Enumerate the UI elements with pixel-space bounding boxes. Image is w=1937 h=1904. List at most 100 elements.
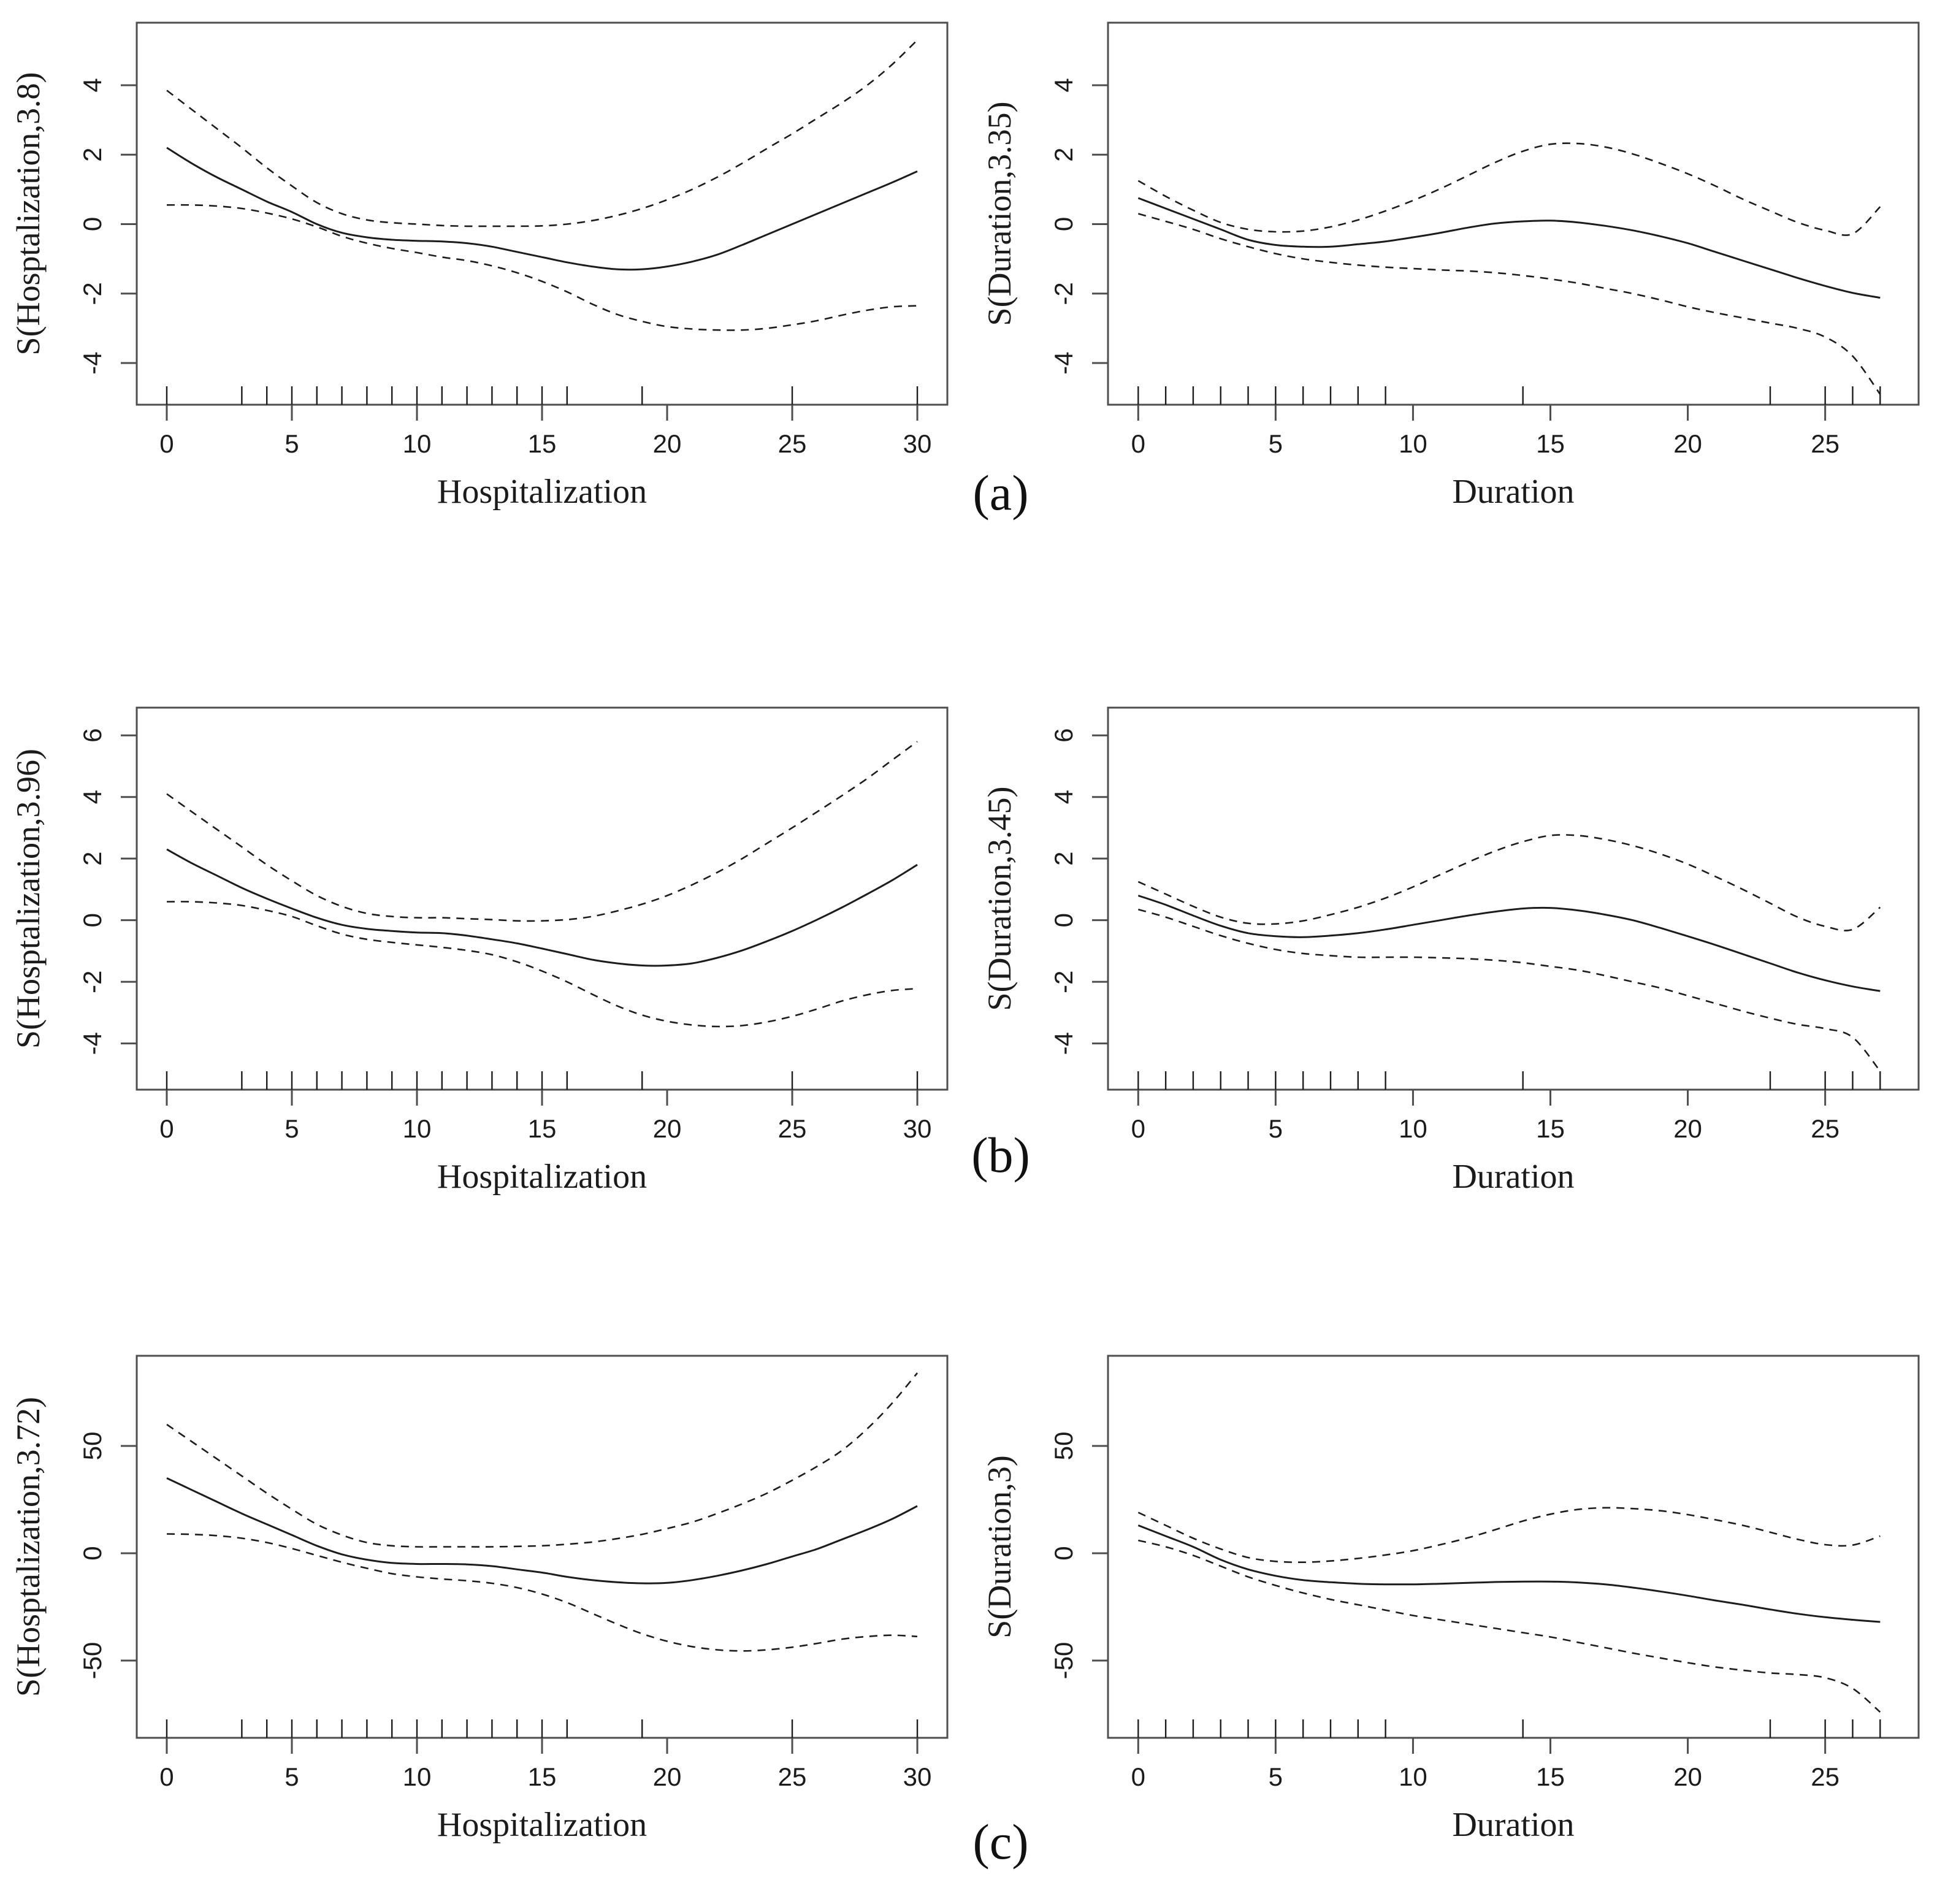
y-axis-tick-label: -4 bbox=[1049, 351, 1078, 374]
y-axis-tick-label: 50 bbox=[1049, 1432, 1078, 1461]
y-axis-tick-label: 4 bbox=[1049, 78, 1078, 92]
y-axis-tick-label: 50 bbox=[78, 1432, 107, 1461]
x-axis-tick-label: 15 bbox=[1536, 1762, 1565, 1791]
x-axis-tick-label: 15 bbox=[528, 429, 557, 458]
x-axis-tick-label: 10 bbox=[1399, 1762, 1427, 1791]
x-axis-tick-label: 5 bbox=[1269, 1114, 1283, 1143]
x-axis-tick-label: 25 bbox=[1811, 1114, 1840, 1143]
smooth-fit-line bbox=[166, 1477, 918, 1585]
upper-confidence-line bbox=[166, 39, 918, 227]
x-axis-tick-label: 20 bbox=[653, 1114, 682, 1143]
y-axis-tick-label: 4 bbox=[78, 78, 107, 92]
x-axis-title: Hospitalization bbox=[437, 1806, 647, 1844]
upper-confidence-line bbox=[1137, 834, 1881, 931]
y-axis-label: S(Hosptalization,3.72) bbox=[10, 1397, 47, 1697]
y-axis-label: S(Duration,3) bbox=[981, 1455, 1018, 1638]
lower-confidence-line bbox=[166, 1533, 918, 1652]
smooth-fit-line bbox=[166, 848, 918, 967]
x-axis-title: Hospitalization bbox=[437, 1158, 647, 1196]
figure-row-c: 0 5 10 15 20 25 30 -50 0 50 S(Hosptalization,3.72)… bbox=[0, 1340, 1937, 1870]
y-axis-tick-label: -4 bbox=[78, 1032, 107, 1055]
x-axis-tick-label: 5 bbox=[285, 1762, 299, 1791]
row-label-b: (b) bbox=[971, 1127, 1030, 1183]
lower-confidence-line bbox=[1137, 213, 1881, 395]
plot-box bbox=[1107, 21, 1920, 406]
gam-smooth-figure: 0 5 10 15 20 25 30 -4 -2 0 2 4 S(Hosptalization,3.8)… bbox=[0, 7, 1937, 1904]
x-axis-tick-label: 0 bbox=[1131, 1114, 1145, 1143]
y-axis-tick-label: -2 bbox=[1049, 970, 1078, 993]
x-axis-tick-label: 20 bbox=[653, 1762, 682, 1791]
panel-a-left: 0 5 10 15 20 25 30 -4 -2 0 2 4 S(Hosptalization,3.8)… bbox=[5, 7, 961, 526]
panel-b-left: 0 5 10 15 20 25 30 -4 -2 0 2 4 6 S(Hosptalization,3.9… bbox=[5, 692, 961, 1210]
x-axis-tick-label: 10 bbox=[1399, 1114, 1427, 1143]
smooth-fit-line bbox=[1137, 1524, 1881, 1623]
x-axis-tick-label: 15 bbox=[528, 1114, 557, 1143]
y-axis-tick-label: 0 bbox=[78, 217, 107, 231]
y-axis-tick-label: 0 bbox=[1049, 913, 1078, 927]
y-axis-tick-label: 2 bbox=[1049, 148, 1078, 162]
upper-confidence-line bbox=[1137, 142, 1881, 236]
smooth-fit-line bbox=[1137, 895, 1881, 992]
y-axis-tick-label: 4 bbox=[78, 790, 107, 804]
x-axis-tick-label: 30 bbox=[903, 1114, 932, 1143]
y-axis-tick-label: 2 bbox=[78, 852, 107, 866]
x-axis-tick-label: 10 bbox=[1399, 429, 1427, 458]
x-axis-tick-label: 25 bbox=[1811, 429, 1840, 458]
x-axis-tick-label: 30 bbox=[903, 1762, 932, 1791]
x-axis-tick-label: 15 bbox=[1536, 1114, 1565, 1143]
plot-box bbox=[1107, 1355, 1920, 1739]
y-axis-tick-label: 4 bbox=[1049, 790, 1078, 804]
x-axis-tick-label: 0 bbox=[159, 1762, 174, 1791]
x-axis-tick-label: 0 bbox=[1131, 429, 1145, 458]
panel-c-left: 0 5 10 15 20 25 30 -50 0 50 S(Hosptalization,3.72)… bbox=[5, 1340, 961, 1859]
x-axis-tick-label: 10 bbox=[403, 429, 432, 458]
y-axis-tick-label: -2 bbox=[78, 282, 107, 305]
x-axis-tick-label: 5 bbox=[285, 429, 299, 458]
lower-confidence-line bbox=[1137, 1539, 1881, 1713]
y-axis-tick-label: -50 bbox=[1049, 1642, 1078, 1680]
figure-row-a: 0 5 10 15 20 25 30 -4 -2 0 2 4 S(Hosptalization,3.8)… bbox=[0, 7, 1937, 526]
x-axis-tick-label: 25 bbox=[778, 1114, 807, 1143]
panel-svg-c-left: 0 5 10 15 20 25 30 -50 0 50 S(Hosptalization,3.72)… bbox=[10, 1355, 949, 1844]
x-axis-tick-label: 25 bbox=[778, 1762, 807, 1791]
x-axis-tick-label: 20 bbox=[1673, 1762, 1702, 1791]
upper-confidence-line bbox=[166, 1372, 919, 1548]
x-axis-tick-label: 10 bbox=[403, 1762, 432, 1791]
row-label-c: (c) bbox=[972, 1814, 1029, 1870]
x-axis-tick-label: 5 bbox=[285, 1114, 299, 1143]
panel-svg-b-left: 0 5 10 15 20 25 30 -4 -2 0 2 4 6 S(Hosptalization,3.9… bbox=[10, 706, 949, 1196]
x-axis-tick-label: 25 bbox=[778, 429, 807, 458]
upper-confidence-line bbox=[1137, 1507, 1881, 1564]
y-axis-label: S(Duration,3.35) bbox=[981, 102, 1018, 326]
plot-box bbox=[136, 21, 949, 406]
panel-c-right: 0 5 10 15 20 25 -50 0 50 S(Duration,3) Duration bbox=[976, 1340, 1933, 1859]
x-axis-tick-label: 15 bbox=[1536, 429, 1565, 458]
y-axis-label: S(Hosptalization,3.8) bbox=[10, 72, 47, 356]
x-axis-title: Duration bbox=[1452, 473, 1574, 511]
plot-box bbox=[1107, 706, 1920, 1091]
y-axis-tick-label: 6 bbox=[78, 728, 107, 743]
y-axis-tick-label: -50 bbox=[78, 1642, 107, 1680]
x-axis-tick-label: 10 bbox=[403, 1114, 432, 1143]
smooth-fit-line bbox=[166, 147, 918, 271]
y-axis-tick-label: -4 bbox=[1049, 1032, 1078, 1055]
y-axis-tick-label: 0 bbox=[1049, 217, 1078, 231]
panel-svg-b-right: 0 5 10 15 20 25 -4 -2 0 2 4 6 S(Duration,3.45) Durati… bbox=[981, 706, 1920, 1196]
plot-box bbox=[136, 706, 949, 1091]
y-axis-tick-label: -2 bbox=[78, 970, 107, 993]
y-axis-label: S(Duration,3.45) bbox=[981, 787, 1018, 1011]
x-axis-tick-label: 20 bbox=[1673, 429, 1702, 458]
y-axis-tick-label: 0 bbox=[1049, 1546, 1078, 1560]
y-axis-tick-label: 2 bbox=[1049, 852, 1078, 866]
smooth-fit-line bbox=[1137, 197, 1881, 299]
panel-a-right: 0 5 10 15 20 25 -4 -2 0 2 4 S(Duration,3.35) Duratio… bbox=[976, 7, 1933, 526]
x-axis-tick-label: 30 bbox=[903, 429, 932, 458]
figure-row-b: 0 5 10 15 20 25 30 -4 -2 0 2 4 6 S(Hosptalization,3.9… bbox=[0, 692, 1937, 1210]
x-axis-tick-label: 5 bbox=[1269, 1762, 1283, 1791]
panel-b-right: 0 5 10 15 20 25 -4 -2 0 2 4 6 S(Duration,3.45) Durati… bbox=[976, 692, 1933, 1210]
x-axis-title: Hospitalization bbox=[437, 473, 647, 511]
x-axis-tick-label: 0 bbox=[159, 429, 174, 458]
row-label-a: (a) bbox=[972, 465, 1029, 521]
y-axis-tick-label: -2 bbox=[1049, 282, 1078, 305]
panel-svg-c-right: 0 5 10 15 20 25 -50 0 50 S(Duration,3) Duration bbox=[981, 1355, 1920, 1844]
